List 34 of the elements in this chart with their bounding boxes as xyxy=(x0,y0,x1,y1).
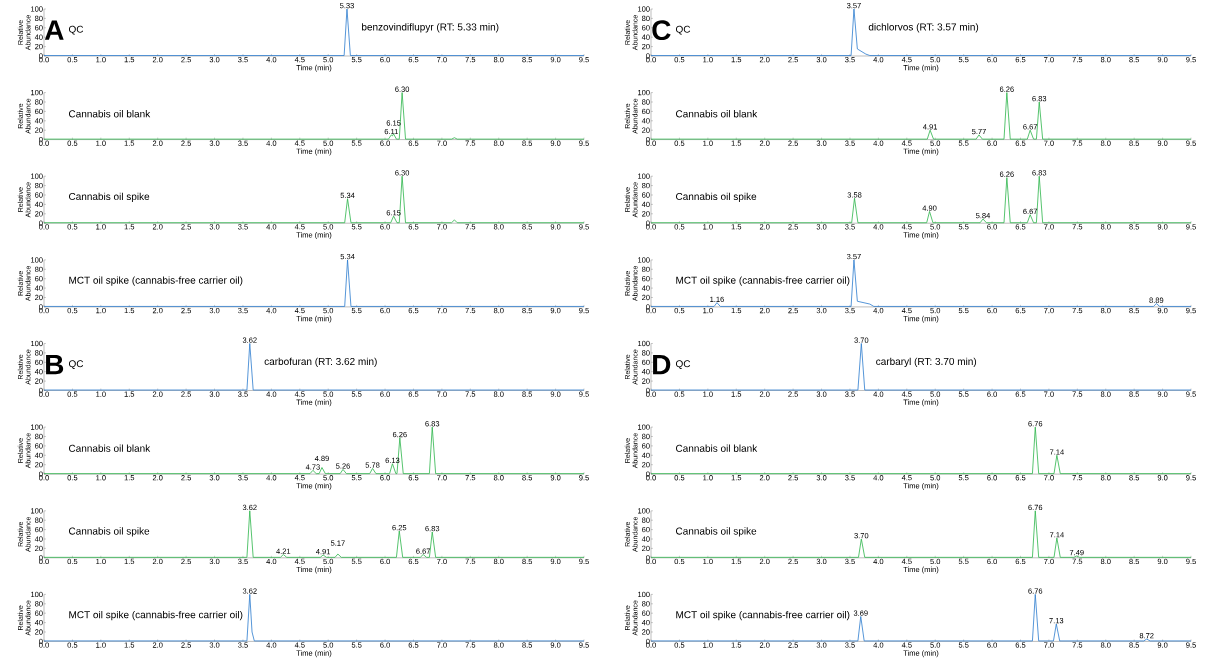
line-series xyxy=(650,510,1192,558)
text: QC xyxy=(675,360,691,370)
annotation: A xyxy=(44,20,64,40)
text: Cannabis oil spike xyxy=(676,192,757,202)
line-series xyxy=(43,92,585,140)
text: MCT oil spike (cannabis-free carrier oil) xyxy=(676,610,850,621)
text: Cannabis oil blank xyxy=(69,110,151,118)
text: Cannabis oil spike xyxy=(676,527,757,537)
line-series xyxy=(650,175,1192,224)
annotation: D xyxy=(653,355,671,375)
annotation: benzovindiflupyr (RT: 5.33 min) xyxy=(362,23,499,33)
text: Cannabis oil blank xyxy=(676,110,758,118)
text: MCT oil spike (cannabis-free carrier oil) xyxy=(676,276,850,286)
annotation: B xyxy=(46,355,64,375)
annotation: dichlorvos (RT: 3.57 min) xyxy=(868,23,979,33)
annotation: C xyxy=(652,20,671,41)
annotation: carbaryl (RT: 3.70 min) xyxy=(876,357,977,367)
text: QC xyxy=(675,25,691,35)
text: QC xyxy=(68,25,84,35)
line-series xyxy=(43,426,585,475)
line-series xyxy=(43,175,585,224)
annotation: carbofuran (RT: 3.62 min) xyxy=(264,357,377,367)
line-series xyxy=(650,594,1192,642)
text: Cannabis oil blank xyxy=(676,444,758,452)
line-series xyxy=(650,92,1192,140)
text: QC xyxy=(68,360,84,370)
line-series xyxy=(650,8,1192,56)
text: MCT oil spike (cannabis-free carrier oil) xyxy=(69,610,243,621)
text: Cannabis oil spike xyxy=(69,192,150,202)
line-series xyxy=(650,259,1192,307)
text: MCT oil spike (cannabis-free carrier oil) xyxy=(69,276,243,286)
text: Cannabis oil spike xyxy=(69,527,150,537)
text: Cannabis oil blank xyxy=(69,444,151,452)
line-series xyxy=(43,510,585,558)
